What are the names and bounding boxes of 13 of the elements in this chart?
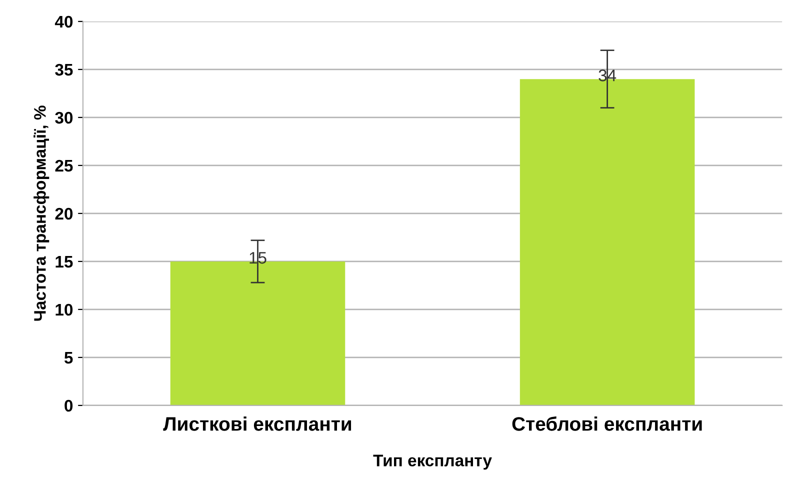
x-axis-title: Тип експланту [373, 454, 492, 470]
y-tick-label: 35 [55, 64, 73, 76]
y-tick-label: 40 [54, 16, 73, 28]
x-tick-label: Листкові експланти [163, 416, 352, 431]
y-tick-label: 0 [64, 400, 73, 412]
y-axis-title: Частота трансформації, % [34, 106, 50, 321]
y-tick-label: 15 [56, 256, 73, 268]
y-tick-label: 30 [55, 112, 73, 124]
y-tick-label: 10 [56, 304, 73, 316]
y-tick-label: 25 [55, 160, 73, 172]
x-tick-label: Стеблові експланти [512, 416, 702, 431]
y-tick-label: 5 [64, 352, 73, 364]
y-tick-label: 20 [55, 208, 73, 220]
